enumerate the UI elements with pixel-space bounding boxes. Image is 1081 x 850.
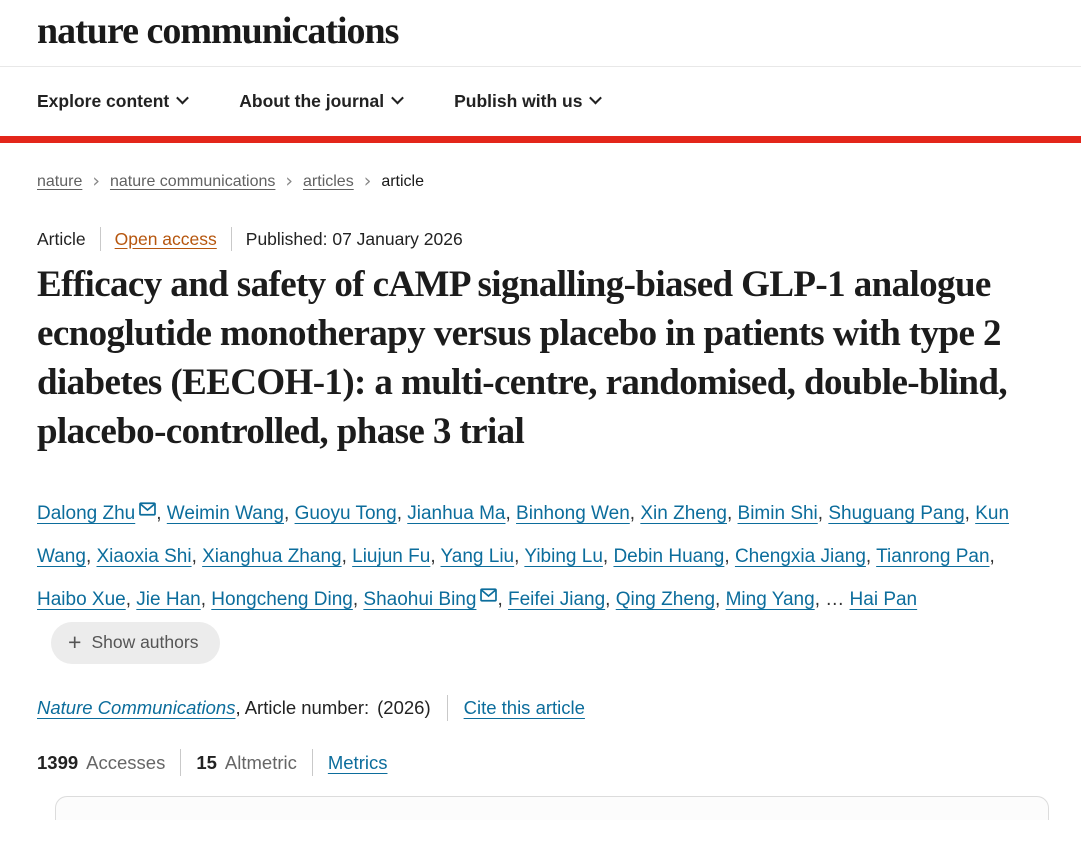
- author-link[interactable]: Ming Yang: [725, 589, 815, 610]
- altmetric-count: 15: [196, 751, 217, 773]
- author-link[interactable]: Hai Pan: [849, 589, 918, 610]
- breadcrumb-current: article: [381, 173, 424, 190]
- article-year: (2026): [377, 697, 431, 718]
- author-link[interactable]: Hongcheng Ding: [211, 589, 353, 610]
- breadcrumb: nature › nature communications › article…: [37, 169, 1044, 192]
- author-link[interactable]: Chengxia Jiang: [734, 546, 866, 567]
- open-access-link[interactable]: Open access: [114, 228, 217, 249]
- author-link[interactable]: Tianrong Pan: [876, 546, 990, 567]
- author-link[interactable]: Shaohui Bing: [363, 589, 477, 610]
- main-navigation: Explore content About the journal Publis…: [0, 67, 1081, 143]
- author-link[interactable]: Guoyu Tong: [294, 503, 397, 524]
- divider: [311, 749, 313, 776]
- journal-logo[interactable]: nature communications: [37, 10, 399, 52]
- author-link[interactable]: Weimin Wang: [166, 503, 284, 524]
- author-link[interactable]: Xianghua Zhang: [202, 546, 342, 567]
- divider: [180, 749, 182, 776]
- author-link[interactable]: Feifei Jiang: [508, 589, 606, 610]
- chevron-down-icon: [589, 91, 603, 105]
- nav-label: About the journal: [239, 91, 385, 111]
- nav-label: Explore content: [37, 91, 170, 111]
- author-link[interactable]: Xin Zheng: [640, 503, 727, 524]
- author-link[interactable]: Bimin Shi: [737, 503, 818, 524]
- breadcrumb-separator-icon: ›: [92, 169, 100, 192]
- chevron-down-icon: [391, 91, 404, 105]
- altmetric-label: Altmetric: [224, 751, 297, 773]
- metrics-link[interactable]: Metrics: [327, 751, 388, 773]
- breadcrumb-link-articles[interactable]: articles: [303, 173, 354, 190]
- article-type-label: Article: [37, 228, 86, 249]
- author-link[interactable]: Liujun Fu: [352, 546, 431, 567]
- author-link[interactable]: Xiaoxia Shi: [96, 546, 192, 567]
- author-link[interactable]: Yang Liu: [440, 546, 515, 567]
- nav-publish-with-us[interactable]: Publish with us: [454, 91, 603, 112]
- email-icon[interactable]: [139, 502, 157, 516]
- article-title: Efficacy and safety of cAMP signalling-b…: [37, 264, 1008, 452]
- author-link[interactable]: Haibo Xue: [37, 589, 126, 610]
- journal-link[interactable]: Nature Communications: [37, 697, 236, 718]
- author-link[interactable]: Kun Wang: [37, 503, 1010, 567]
- breadcrumb-separator-icon: ›: [363, 169, 372, 192]
- article-number-label: , Article number:: [235, 697, 370, 718]
- plus-icon: +: [68, 628, 82, 655]
- author-link[interactable]: Qing Zheng: [615, 589, 716, 610]
- accesses-label: Accesses: [86, 751, 166, 773]
- site-masthead: nature communications: [0, 0, 1081, 67]
- article-meta-row: Article Open access Published: 07 Januar…: [37, 227, 1044, 251]
- divider: [99, 227, 101, 251]
- nav-about-journal[interactable]: About the journal: [239, 91, 404, 112]
- author-link[interactable]: Yibing Lu: [524, 546, 603, 567]
- citation-row: Nature Communications , Article number: …: [37, 695, 1044, 721]
- accesses-count: 1399: [37, 751, 79, 773]
- author-list: Dalong Zhu, Weimin Wang, Guoyu Tong, Jia…: [37, 502, 1010, 610]
- divider: [446, 695, 448, 721]
- breadcrumb-separator-icon: ›: [285, 169, 294, 192]
- author-link[interactable]: Jianhua Ma: [407, 503, 506, 524]
- article-body-card: [55, 796, 1049, 820]
- published-date: Published: 07 January 2026: [245, 228, 463, 249]
- nav-label: Publish with us: [454, 91, 583, 111]
- author-link[interactable]: Debin Huang: [613, 546, 725, 567]
- breadcrumb-link-nature-communications[interactable]: nature communications: [109, 173, 276, 190]
- article-header-section: nature › nature communications › article…: [0, 169, 1081, 820]
- show-authors-label: Show authors: [91, 631, 199, 652]
- author-link[interactable]: Shuguang Pang: [828, 503, 965, 524]
- author-link[interactable]: Jie Han: [136, 589, 201, 610]
- cite-this-article-link[interactable]: Cite this article: [463, 697, 585, 718]
- breadcrumb-link-nature[interactable]: nature: [37, 173, 83, 190]
- show-authors-button[interactable]: + Show authors: [51, 621, 221, 664]
- chevron-down-icon: [176, 91, 190, 105]
- divider: [230, 227, 232, 251]
- nav-explore-content[interactable]: Explore content: [37, 91, 190, 112]
- author-link[interactable]: Binhong Wen: [516, 503, 630, 524]
- email-icon[interactable]: [480, 588, 498, 602]
- author-link[interactable]: Dalong Zhu: [37, 503, 136, 524]
- metrics-row: 1399 Accesses 15 Altmetric Metrics: [37, 749, 1044, 776]
- author-list-paragraph: Dalong Zhu, Weimin Wang, Guoyu Tong, Jia…: [37, 492, 1044, 664]
